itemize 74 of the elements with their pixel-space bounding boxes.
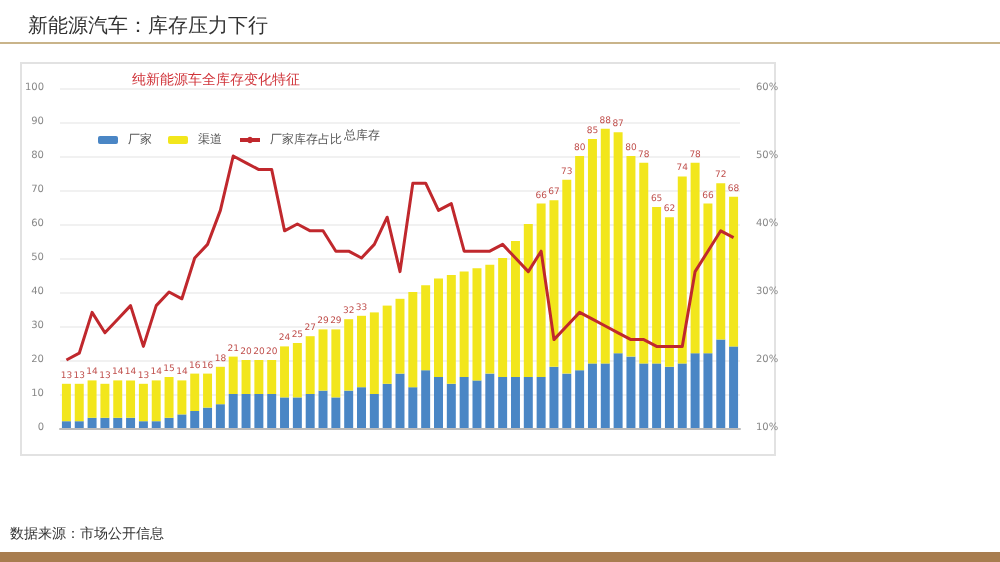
bar [639,363,649,428]
bar [587,139,597,364]
bar [61,383,71,422]
bar [344,390,354,428]
bar [677,176,687,364]
bar [357,387,366,428]
bar [664,217,674,367]
bar [639,162,649,364]
bar [190,373,200,411]
bar [446,275,456,384]
bar [575,156,585,371]
bar [498,258,508,377]
bar [113,380,123,418]
bar [138,383,148,422]
bar [421,285,431,371]
bar [215,366,225,405]
bar [523,377,533,428]
bar [228,394,238,428]
bar [215,404,225,428]
bar [344,319,354,391]
bar [267,394,277,428]
bar [421,370,431,428]
bar [203,373,213,408]
bar [510,377,520,428]
bar [126,380,136,418]
bar [434,377,443,428]
bar [369,394,379,428]
bar [729,346,739,428]
bar [523,224,533,377]
bar [485,264,495,374]
bar [408,292,418,388]
bar [677,363,687,428]
chart-title: 新能源汽车：库存压力下行 [28,13,268,40]
bar [292,343,302,398]
bar [203,407,213,428]
bar [151,421,161,428]
bar [664,366,674,428]
bar [562,179,572,374]
bar [126,417,136,428]
bar [382,383,392,428]
bar [652,363,662,428]
bar [652,207,662,364]
bar [729,196,739,347]
bar [562,373,572,428]
bar [382,305,392,384]
bar [267,360,277,394]
line-series [64,154,736,362]
bar [510,241,520,377]
bar [61,421,71,428]
bar [575,370,585,428]
bar [716,183,726,340]
bar [305,394,315,428]
bar [292,397,302,428]
bar [446,383,456,428]
bar [228,356,238,394]
bar [408,387,418,428]
bar [190,411,200,428]
bar [600,128,610,364]
bar [369,312,379,394]
bar [280,346,290,398]
bar [485,373,495,428]
bar [587,363,597,428]
bar [74,421,84,428]
bar [74,383,84,422]
bar [434,278,443,377]
bar [151,380,161,422]
bar [113,417,123,428]
bar [716,339,726,428]
bar [600,363,610,428]
bar [280,397,290,428]
bar [357,315,366,388]
bar [498,377,508,428]
bar [305,336,315,394]
bar [138,421,148,428]
